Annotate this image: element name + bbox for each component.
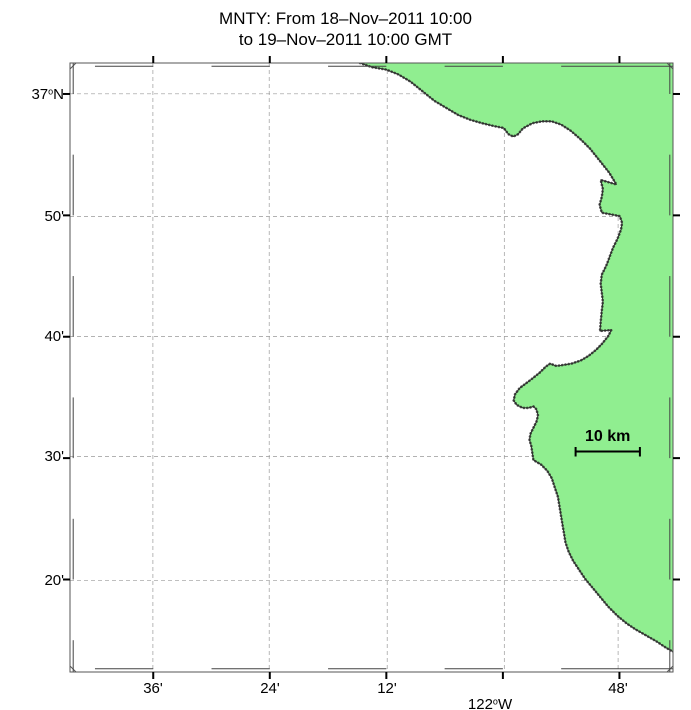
svg-text:10 km: 10 km — [585, 428, 630, 445]
